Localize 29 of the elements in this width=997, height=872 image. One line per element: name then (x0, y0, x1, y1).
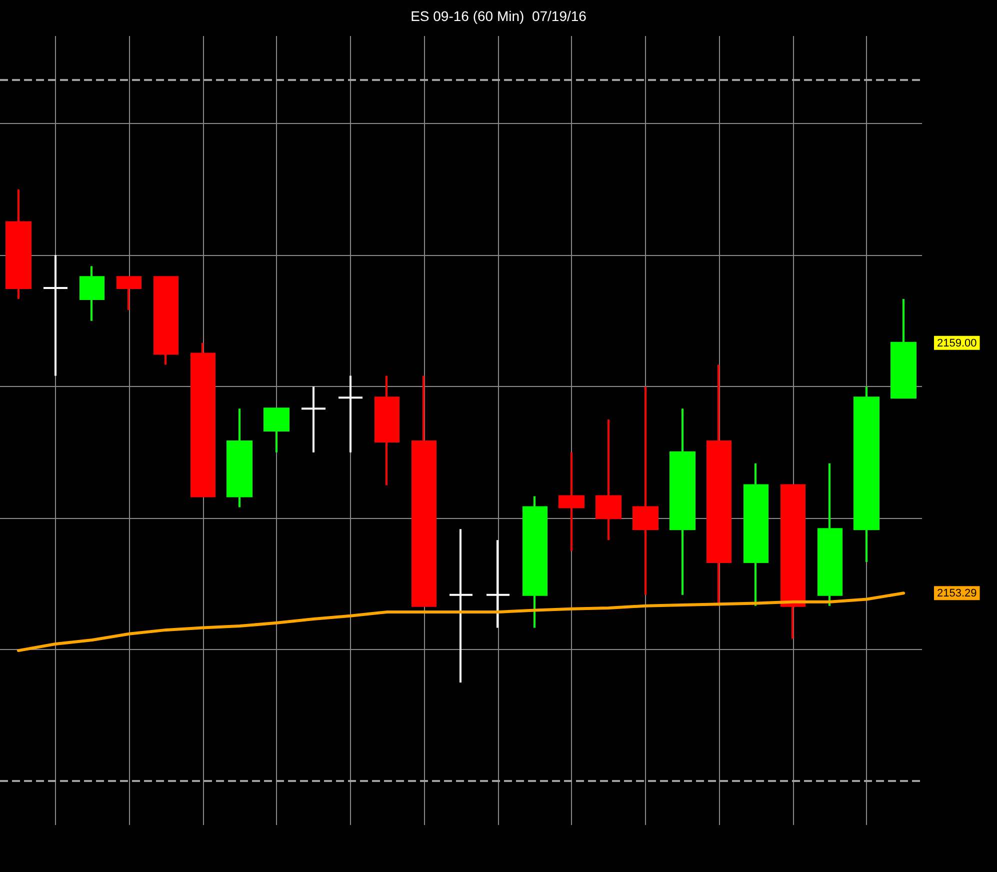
candlestick (706, 364, 732, 607)
candlestick (412, 374, 436, 607)
y-tick-label: 2159.00 (937, 337, 977, 350)
line-series (16, 592, 906, 652)
candlestick (6, 188, 32, 300)
candlestick (780, 484, 806, 640)
candlestick (154, 276, 178, 366)
candlestick (744, 462, 768, 607)
candlestick (596, 418, 622, 542)
candlestick (42, 254, 68, 377)
candlestick (80, 265, 104, 322)
candlestick (116, 276, 142, 311)
candlestick (632, 386, 658, 596)
y-tick-label: 2153.29 (937, 588, 977, 600)
candlestick (300, 386, 326, 454)
candlestick (226, 408, 252, 508)
candlestick (374, 374, 400, 486)
candlestick (670, 408, 696, 596)
candlestick (448, 528, 474, 684)
candlestick (264, 408, 290, 454)
candlestick (558, 451, 584, 552)
candlestick (338, 374, 364, 454)
candlestick (190, 342, 216, 498)
candlestick (522, 495, 548, 629)
candlestick (854, 386, 880, 563)
candlestick (486, 539, 510, 629)
chart-title: ES 09-16 (60 Min) 07/19/16 (410, 8, 587, 24)
candlestick (818, 462, 842, 607)
candlestick (890, 298, 916, 399)
